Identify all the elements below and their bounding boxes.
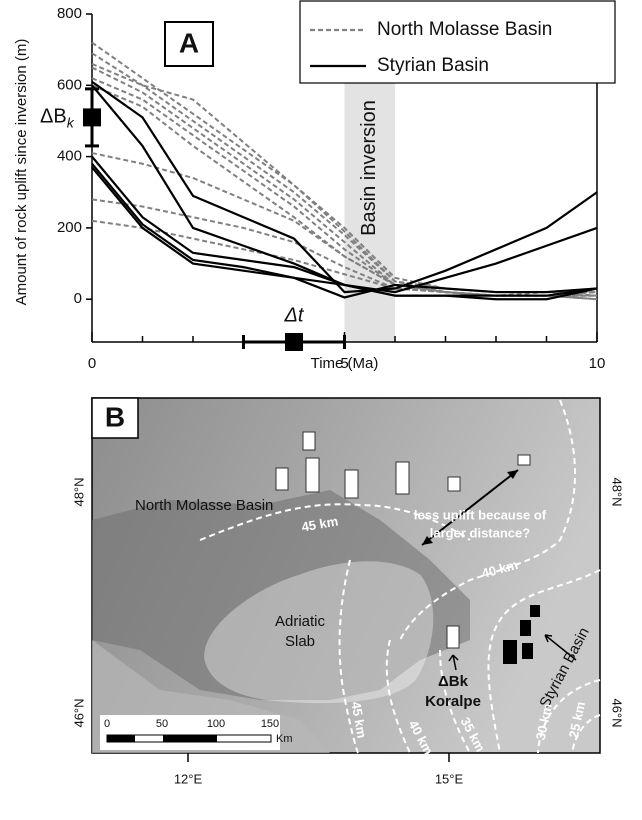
uplift-bar [503,640,517,664]
uplift-bar [522,643,533,659]
lat-label: 48°N [71,477,86,506]
uplift-bar [276,468,288,490]
map-label: Adriatic [275,613,326,630]
uplift-bar [345,470,358,498]
panel-a: Basin inversion02004006008000510Time (Ma… [13,1,615,372]
scale-bar [163,735,217,742]
scale-box [100,715,280,750]
marker [285,333,303,351]
uplift-bar [447,626,459,648]
delta-t-label: Δt [284,304,305,326]
map-label: Slab [285,633,315,650]
delta-bk-label: ΔBk [40,106,75,130]
uplift-bar [520,620,531,636]
map-label: ΔBk [438,673,469,690]
x-tick-label: 0 [88,355,96,372]
panel-b: B North Molasse Basin less uplift becaus… [71,398,624,786]
x-axis-label: Time (Ma) [311,355,379,372]
scale-label: 100 [207,718,225,730]
uplift-bar [448,477,460,491]
lon-label: 15°E [435,771,464,786]
legend-label: North Molasse Basin [377,19,552,40]
scale-unit: Km [276,733,293,745]
scale-label: 150 [261,718,279,730]
lon-label: 12°E [174,771,203,786]
y-tick-label: 200 [57,219,82,236]
uplift-bar [396,462,409,494]
lat-label: 46°N [71,698,86,727]
map-label: less uplift because of [414,507,547,522]
y-tick-label: 600 [57,76,82,93]
delta-bk-main: ΔB [40,106,67,128]
uplift-bar [306,458,319,492]
uplift-bar [530,605,540,617]
x-tick-label: 10 [589,355,606,372]
lat-label: 46°N [610,698,625,727]
lat-label: 48°N [610,477,625,506]
uplift-bar [518,455,530,465]
scale-bar [107,735,135,742]
map-label: larger distance? [430,525,530,540]
scale-label: 50 [156,718,168,730]
legend-label: Styrian Basin [377,55,489,76]
panel-label: B [105,401,125,432]
map-label: Koralpe [425,693,481,710]
y-tick-label: 800 [57,5,82,22]
delta-bk-sub: k [67,114,75,130]
map-label: North Molasse Basin [135,497,273,514]
y-tick-label: 400 [57,148,82,165]
scale-label: 0 [104,718,110,730]
uplift-bar [303,432,315,450]
band-label: Basin inversion [358,100,380,236]
marker [83,108,101,126]
panel-label: A [179,27,199,58]
y-axis-label: Amount of rock uplift since inversion (m… [13,39,30,306]
y-tick-label: 0 [74,290,82,307]
